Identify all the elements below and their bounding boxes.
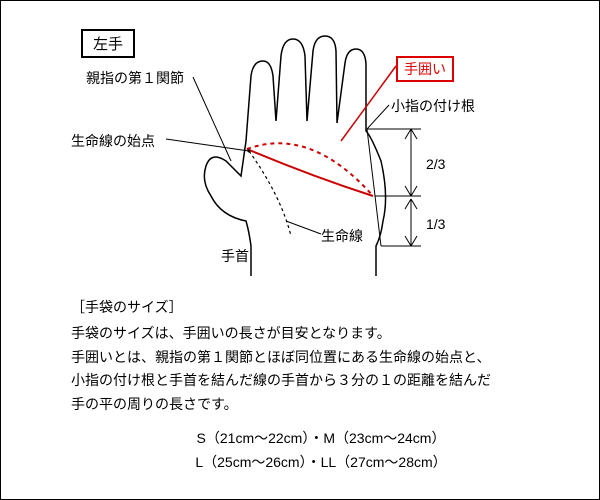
size-header: ［手袋のサイズ］ [71, 296, 571, 320]
tekakoi-front [247, 149, 373, 196]
text-line-3: 小指の付け根と手首を結んだ線の手首から３分の１の距離を結んだ [71, 369, 571, 393]
text-line-4: 手の平の周りの長さです。 [71, 393, 571, 417]
hand-diagram: 左手 親指の第１関節 生命線の始点 小指の付け根 生命線 手首 2/3 1/3 … [31, 21, 571, 281]
size-chart: S（21cm～22cm）・M（23cm～24cm） L（25cm～26cm）・L… [71, 427, 571, 475]
hand-svg [31, 21, 571, 281]
text-line-2: 手囲いとは、親指の第１関節とほぼ同位置にある生命線の始点と、 [71, 346, 571, 370]
explanation-text: ［手袋のサイズ］ 手袋のサイズは、手囲いの長さが目安となります。 手囲いとは、親… [71, 296, 571, 475]
tekakoi-back [247, 143, 373, 196]
text-line-1: 手袋のサイズは、手囲いの長さが目安となります。 [71, 322, 571, 346]
size-row-2: L（25cm～26cm）・LL（27cm～28cm） [71, 451, 571, 475]
size-row-1: S（21cm～22cm）・M（23cm～24cm） [71, 427, 571, 451]
